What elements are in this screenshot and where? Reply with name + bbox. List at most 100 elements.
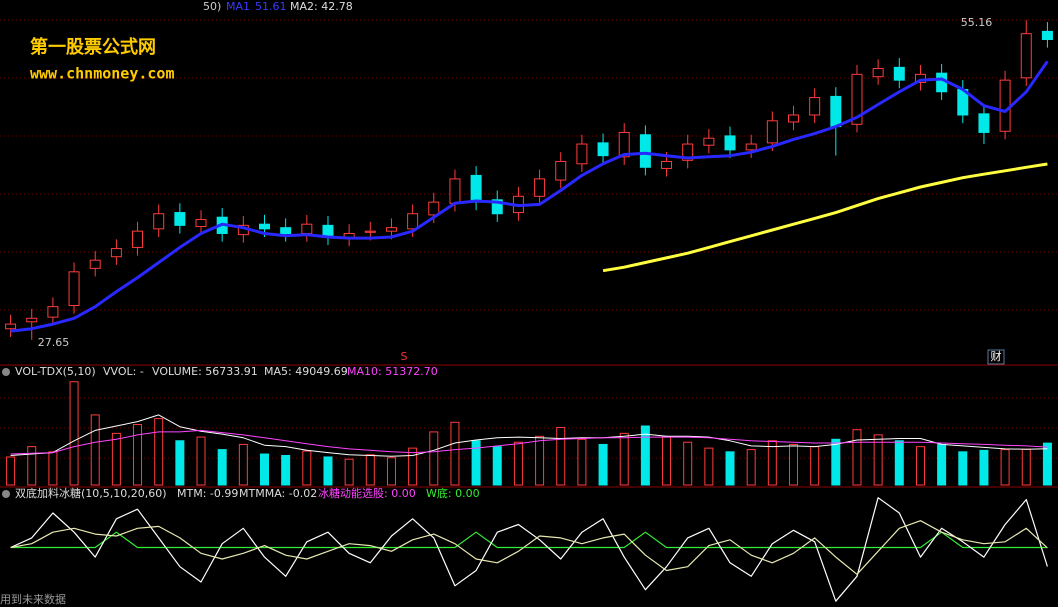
volume-bar (471, 440, 481, 486)
volume-bar (556, 426, 566, 486)
candle-body (534, 178, 546, 197)
volume-bar (958, 451, 968, 486)
candle-body (936, 72, 948, 93)
volume-bar (577, 438, 587, 486)
panel-header: 51.61 (255, 0, 287, 13)
candle-body (110, 248, 122, 258)
volume-bar (1042, 442, 1052, 486)
candle-body (26, 317, 38, 323)
candle-body (259, 223, 270, 230)
volume-bar (365, 454, 375, 486)
candle-body (576, 143, 588, 165)
candle-body (724, 135, 736, 151)
candle-body (470, 174, 482, 203)
line (602, 162, 1048, 273)
candle-body (385, 227, 397, 232)
line (10, 531, 1048, 549)
volume-bar (196, 436, 206, 486)
panel-header: 冰糖动能选股: 0.00 (318, 486, 416, 500)
candle-body (153, 213, 165, 230)
watermark-url: www.chnmoney.com (30, 65, 175, 83)
volume-bar (111, 432, 121, 486)
volume-bar (69, 381, 79, 486)
candle-body (703, 137, 715, 146)
volume-bar (767, 440, 777, 486)
volume-bar (873, 434, 883, 486)
high-label: 55.16 (961, 16, 993, 29)
candle-body (766, 120, 778, 144)
candle-body (449, 178, 461, 204)
volume-bar (27, 446, 37, 486)
panel-header: W底: 0.00 (426, 486, 480, 500)
volume-bar (979, 449, 989, 486)
line (10, 497, 1048, 602)
line (10, 414, 1048, 457)
panel-header: VOLUME: 56733.91 (152, 365, 258, 378)
candle-body (174, 212, 186, 226)
candle-body (555, 160, 567, 181)
candle-body (830, 95, 842, 128)
candle-body (68, 271, 80, 307)
volume-bar (746, 449, 756, 486)
volume-bar (492, 446, 502, 486)
volume-bar (937, 443, 947, 486)
candle-body (491, 199, 503, 215)
panel-header: MA1 (226, 0, 250, 13)
panel-header: VVOL: - (103, 365, 144, 378)
candle-body (47, 306, 59, 318)
volume-bar (535, 435, 545, 486)
panel-header: MA5: 49049.69 (264, 365, 348, 378)
candle-body (682, 143, 694, 161)
volume-bar (915, 446, 925, 486)
volume-bar (90, 414, 100, 486)
volume-bar (683, 441, 693, 486)
candle-body (1020, 33, 1032, 79)
candle-body (809, 97, 821, 116)
panel-header: MA10: 51372.70 (347, 365, 438, 378)
panel-icon[interactable] (2, 368, 10, 376)
volume-bar (429, 431, 439, 486)
volume-bar (513, 441, 523, 486)
volume-bar (260, 453, 269, 486)
candle-body (195, 219, 207, 228)
volume-bar (302, 450, 312, 486)
line (10, 429, 1048, 455)
marker-box (987, 349, 1005, 365)
volume-bar (175, 440, 185, 486)
candle-body (1041, 30, 1053, 40)
volume-bar (640, 425, 650, 486)
candle-body (301, 223, 313, 234)
volume-bar (831, 438, 841, 486)
candle-body (639, 134, 651, 168)
candle-body (5, 323, 17, 330)
candle-body (89, 259, 101, 269)
volume-bar (1021, 448, 1031, 486)
candle-body (407, 213, 419, 230)
candle-body (661, 160, 673, 169)
volume-bar (789, 443, 798, 486)
volume-bar (48, 451, 58, 486)
volume-bar (662, 436, 672, 486)
panel-header: 50) (203, 0, 221, 13)
watermark-title: 第一股票公式网 (30, 36, 156, 58)
panel-icon[interactable] (2, 490, 10, 498)
panel-header: VOL-TDX(5,10) (15, 365, 96, 378)
candle-body (364, 230, 376, 233)
candle-body (597, 142, 609, 157)
candle-body (132, 230, 144, 248)
panel-header: MA2: 42.78 (290, 0, 353, 13)
volume-bar (810, 446, 820, 486)
line (10, 520, 1048, 575)
panel-header: MTM: -0.99 (177, 487, 238, 500)
volume-bar (598, 443, 608, 486)
candle-body (999, 79, 1011, 132)
signal-marker: S (401, 350, 408, 363)
candle-body (872, 68, 884, 78)
volume-bar (704, 447, 714, 486)
candle-body (618, 131, 630, 158)
candle-body (914, 73, 926, 83)
candle-body (978, 113, 990, 133)
volume-bar (725, 451, 735, 486)
